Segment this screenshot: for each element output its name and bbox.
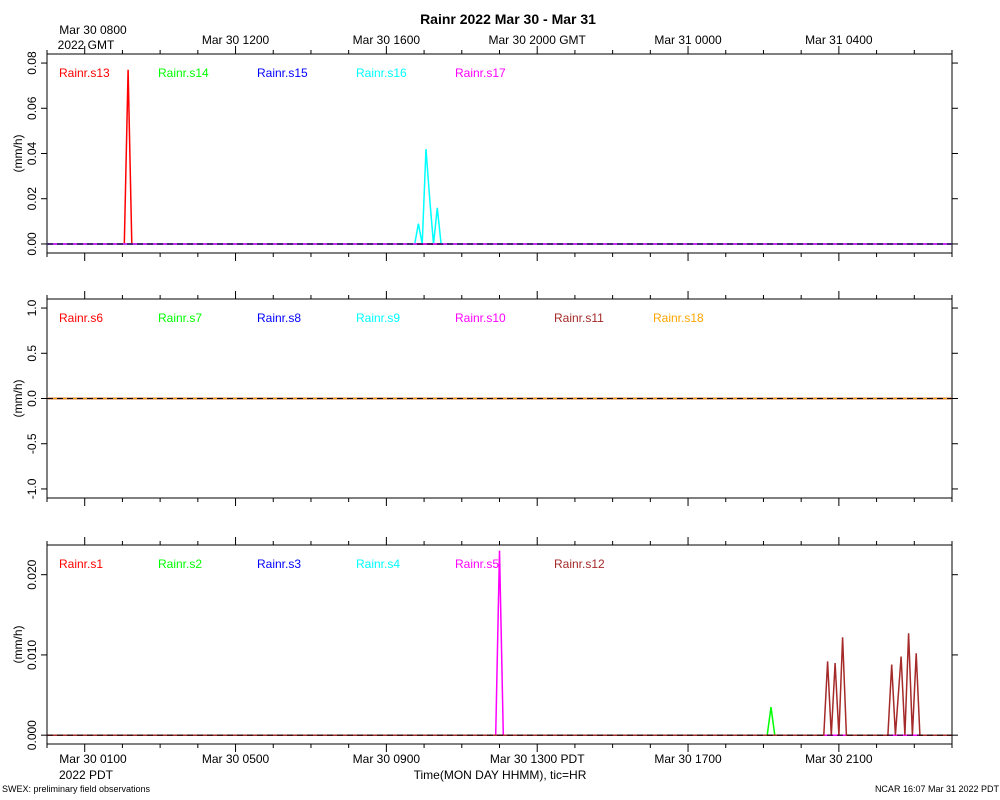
y-tick-label: 0.020 <box>25 559 39 589</box>
legend-entry-Rainr-s12: Rainr.s12 <box>554 557 605 571</box>
chart-title: Rainr 2022 Mar 30 - Mar 31 <box>420 11 596 27</box>
y-tick-label: 0.000 <box>25 720 39 750</box>
legend-entry-Rainr-s1: Rainr.s1 <box>59 557 103 571</box>
footer-note-left: SWEX: preliminary field observations <box>2 784 151 794</box>
y-tick-label: 0.04 <box>25 141 39 165</box>
y-tick-label: 0.00 <box>25 232 39 256</box>
gmt-first-label-line2: 2022 GMT <box>58 38 115 52</box>
pdt-time-label: Mar 30 0500 <box>202 752 270 766</box>
y-tick-label: 0.02 <box>25 187 39 211</box>
panel-2: -1.0 -0.5 0.0 0.5 1.0 (mm/h) Rainr.s6 Rainr.s7 R… <box>11 291 958 506</box>
legend-entry-Rainr-s10: Rainr.s10 <box>455 311 506 325</box>
panel-1: 0.00 0.02 0.04 0.06 0.08 (mm/h) Rainr.s13 Rainr… <box>11 46 958 261</box>
gmt-first-label-line1: Mar 30 0800 <box>59 23 127 37</box>
y-tick-label: 0.08 <box>25 51 39 75</box>
y-tick-label: 1.0 <box>25 299 39 316</box>
legend-entry-Rainr-s14: Rainr.s14 <box>158 66 209 80</box>
legend-entry-Rainr-s11: Rainr.s11 <box>554 311 604 325</box>
pdt-time-label: Mar 30 1700 <box>654 752 722 766</box>
y-tick-label: 0.5 <box>25 345 39 362</box>
legend-entry-Rainr-s3: Rainr.s3 <box>257 557 301 571</box>
legend-entry-Rainr-s2: Rainr.s2 <box>158 557 202 571</box>
footer-note-right: NCAR 16:07 Mar 31 2022 PDT <box>875 784 1000 794</box>
series-line-Rainr-s2 <box>47 706 952 736</box>
panel-frame <box>46 53 953 254</box>
gmt-time-label: Mar 30 1200 <box>202 33 270 47</box>
y-axis-label: (mm/h) <box>11 380 25 418</box>
series-line-Rainr-s16 <box>47 148 952 245</box>
pdt-first-label-line1: Mar 30 0100 <box>59 752 127 766</box>
y-tick-label: 0.010 <box>25 640 39 670</box>
series-line-Rainr-s13 <box>47 69 952 245</box>
gmt-time-label: Mar 30 2000 GMT <box>489 33 587 47</box>
y-axis-label: (mm/h) <box>11 626 25 664</box>
legend-entry-Rainr-s5: Rainr.s5 <box>455 557 499 571</box>
y-tick-label: -1.0 <box>25 478 39 499</box>
series-line-Rainr-s5 <box>47 550 952 736</box>
legend-entry-Rainr-s4: Rainr.s4 <box>356 557 400 571</box>
legend-entry-Rainr-s8: Rainr.s8 <box>257 311 301 325</box>
x-axis-label: Time(MON DAY HHMM), tic=HR <box>414 768 587 782</box>
legend-entry-Rainr-s7: Rainr.s7 <box>158 311 202 325</box>
pdt-first-label-line2: 2022 PDT <box>59 768 114 782</box>
pdt-time-label: Mar 30 1300 PDT <box>490 752 585 766</box>
panel-3: 0.000 0.010 0.020 (mm/h) Rainr.s1 Rainr.s2 Rai… <box>11 537 958 752</box>
legend-entry-Rainr-s17: Rainr.s17 <box>455 66 506 80</box>
gmt-time-label: Mar 31 0400 <box>805 33 873 47</box>
legend-entry-Rainr-s9: Rainr.s9 <box>356 311 400 325</box>
pdt-time-labels: Mar 30 0500 Mar 30 0900 Mar 30 1300 PDT Mar… <box>202 752 873 766</box>
legend-entry-Rainr-s18: Rainr.s18 <box>653 311 704 325</box>
legend-entry-Rainr-s13: Rainr.s13 <box>59 66 110 80</box>
series-line-Rainr-s12 <box>47 633 952 736</box>
legend-entry-Rainr-s16: Rainr.s16 <box>356 66 407 80</box>
y-axis-label: (mm/h) <box>11 135 25 173</box>
legend-entry-Rainr-s15: Rainr.s15 <box>257 66 308 80</box>
gmt-time-label: Mar 31 0000 <box>654 33 722 47</box>
y-tick-label: -0.5 <box>25 433 39 454</box>
legend-entry-Rainr-s6: Rainr.s6 <box>59 311 103 325</box>
gmt-time-labels: Mar 30 1200 Mar 30 1600 Mar 30 2000 GMT Mar… <box>202 33 873 47</box>
chart-panels: 0.00 0.02 0.04 0.06 0.08 (mm/h) Rainr.s13 Rainr… <box>11 46 958 752</box>
y-tick-label: 0.06 <box>25 96 39 120</box>
gmt-time-label: Mar 30 1600 <box>353 33 421 47</box>
pdt-time-label: Mar 30 2100 <box>805 752 873 766</box>
y-tick-label: 0.0 <box>25 390 39 407</box>
pdt-time-label: Mar 30 0900 <box>353 752 421 766</box>
